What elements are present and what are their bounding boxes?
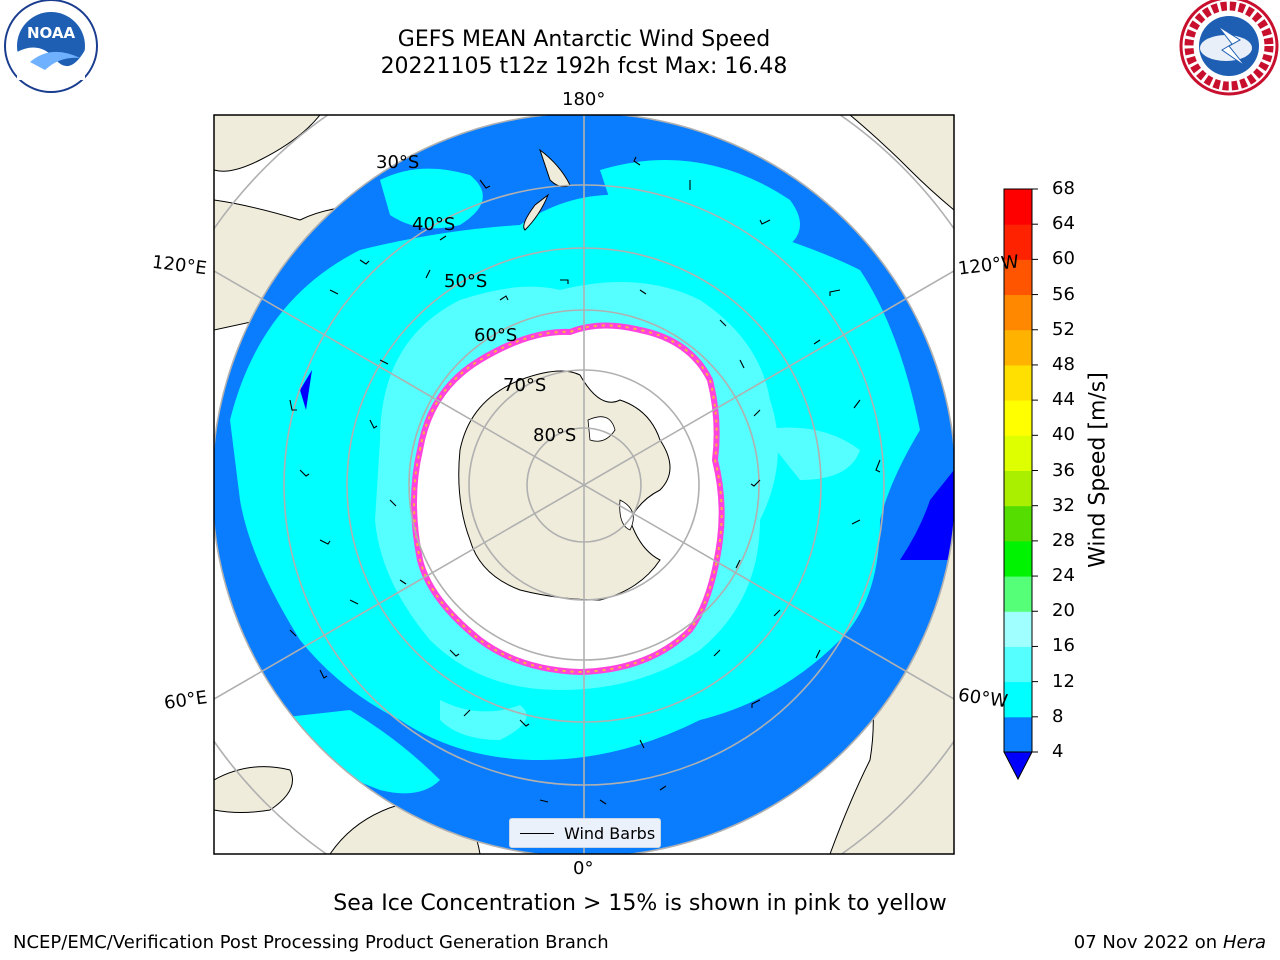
- colorbar-segment: [1004, 435, 1032, 471]
- colorbar-segment: [1004, 540, 1032, 577]
- wind-barbs-legend: Wind Barbs: [509, 818, 661, 848]
- noaa-logo-text: NOAA: [27, 24, 76, 42]
- colorbar-tick-label: 28: [1052, 529, 1075, 551]
- colorbar-tick-label: 36: [1052, 459, 1075, 481]
- noaa-logo: NOAA: [4, 0, 98, 93]
- colorbar-segment: [1004, 400, 1032, 436]
- colorbar-tick-label: 20: [1052, 600, 1075, 622]
- legend-label: Wind Barbs: [564, 823, 656, 843]
- colorbar-tick-label: 56: [1052, 283, 1075, 305]
- colorbar-tick-label: 48: [1052, 353, 1075, 375]
- colorbar-tick-label: 32: [1052, 494, 1075, 516]
- colorbar-segment: [1004, 364, 1032, 401]
- map-area: [214, 115, 954, 854]
- colorbar-segment: [1004, 189, 1032, 225]
- chart-subtitle: 20221105 t12z 192h fcst Max: 16.48: [380, 54, 788, 79]
- colorbar-segment: [1004, 329, 1032, 366]
- sea-ice-caption: Sea Ice Concentration > 15% is shown in …: [333, 891, 947, 916]
- lat-label-30s: 30°S: [376, 152, 419, 173]
- colorbar-tick-label: 12: [1052, 670, 1075, 692]
- lat-label-40s: 40°S: [412, 214, 455, 235]
- footer-host: Hera: [1222, 932, 1266, 953]
- lon-label-0: 0°: [573, 858, 594, 879]
- colorbar: [1003, 188, 1038, 781]
- colorbar-under-triangle: [1003, 751, 1033, 781]
- colorbar-tick-label: 24: [1052, 565, 1075, 587]
- lat-label-50s: 50°S: [444, 271, 487, 292]
- colorbar-tick-label: 16: [1052, 635, 1075, 657]
- colorbar-segment: [1004, 470, 1032, 507]
- lat-label-70s: 70°S: [503, 375, 546, 396]
- colorbar-tick-label: 4: [1052, 741, 1064, 762]
- footer-date-text: 07 Nov 2022 on: [1073, 932, 1218, 953]
- colorbar-tick-label: 60: [1052, 248, 1075, 270]
- colorbar-tick-label: 40: [1052, 424, 1075, 446]
- colorbar-segment: [1004, 505, 1032, 542]
- lon-label-180: 180°: [562, 89, 606, 110]
- colorbar-tick-label: 52: [1052, 318, 1075, 340]
- legend-line-icon: [520, 832, 554, 834]
- colorbar-tick-label: 64: [1052, 213, 1075, 235]
- colorbar-segment: [1004, 716, 1032, 753]
- colorbar-tick-label: 8: [1052, 705, 1064, 727]
- colorbar-tick-label: 44: [1052, 389, 1075, 411]
- colorbar-segment: [1004, 681, 1032, 718]
- chart-title: GEFS MEAN Antarctic Wind Speed: [397, 27, 771, 52]
- colorbar-tick-label: 68: [1052, 178, 1075, 199]
- lat-label-60s: 60°S: [474, 325, 517, 346]
- footer-credit: NCEP/EMC/Verification Post Processing Pr…: [13, 932, 609, 953]
- colorbar-segment: [1004, 646, 1032, 683]
- colorbar-segment: [1004, 294, 1032, 331]
- colorbar-segment: [1004, 224, 1032, 260]
- colorbar-segment: [1004, 259, 1032, 296]
- colorbar-segment: [1004, 576, 1032, 612]
- nws-logo: [1179, 0, 1279, 96]
- lat-label-80s: 80°S: [533, 425, 576, 446]
- colorbar-segment: [1004, 611, 1032, 647]
- colorbar-title: Wind Speed [m/s]: [1085, 372, 1111, 568]
- footer-date: 07 Nov 2022 on Hera: [1074, 932, 1266, 953]
